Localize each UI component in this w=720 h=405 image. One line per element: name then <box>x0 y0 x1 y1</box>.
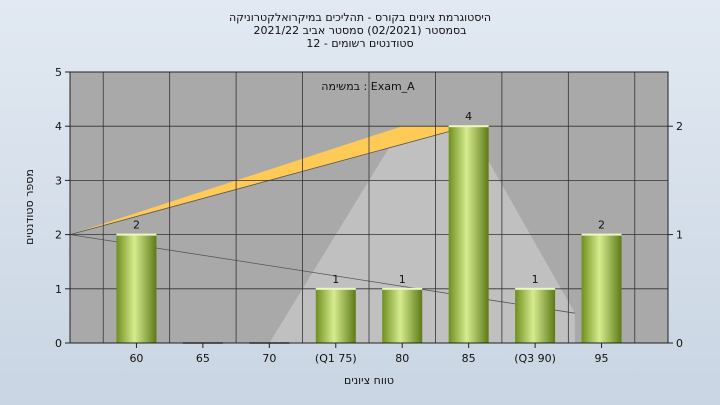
bar-top-95 <box>581 233 622 236</box>
y2-tick-label: 2 <box>676 120 683 133</box>
plot-frame <box>69 71 669 344</box>
data-label-95: 2 <box>598 219 605 232</box>
x-tick-label: 80 <box>395 352 409 365</box>
bar-95 <box>581 234 622 343</box>
x-tick-label: (Q3 90) <box>514 352 556 365</box>
y2-tick-label: 1 <box>676 229 683 242</box>
bar-top-(Q3 90) <box>515 287 556 290</box>
x-tick-label: 95 <box>595 352 609 365</box>
y2-tick-label: 0 <box>676 337 683 350</box>
y-tick-label: 1 <box>55 283 62 296</box>
data-label-80: 1 <box>399 273 406 286</box>
bar-60 <box>116 234 157 343</box>
bar-top-85 <box>448 125 489 128</box>
bar-top-60 <box>116 233 157 236</box>
y-tick-label: 5 <box>55 66 62 79</box>
data-label-(Q1 75): 1 <box>332 273 339 286</box>
task-annotation: במשימה : Exam_A <box>321 80 415 93</box>
chart-title-line-3: סטודנטים רשומים - 12 <box>306 37 413 50</box>
data-label-(Q3 90): 1 <box>532 273 539 286</box>
x-axis-label: טווח ציונים <box>344 374 394 387</box>
y-axis-label: מספר סטודנטים <box>23 169 36 245</box>
data-label-60: 2 <box>133 219 140 232</box>
y-tick-label: 0 <box>55 337 62 350</box>
bar-(Q1 75) <box>315 288 356 343</box>
chart-title-line-1: היסטוגרמת ציונים בקורס - תהליכים במיקרוא… <box>229 11 491 24</box>
bar-80 <box>382 288 423 343</box>
x-tick-label: (Q1 75) <box>315 352 357 365</box>
x-tick-label: 60 <box>129 352 143 365</box>
bar-top-80 <box>382 287 423 290</box>
y-tick-label: 2 <box>55 229 62 242</box>
data-label-85: 4 <box>465 110 472 123</box>
x-tick-label: 85 <box>462 352 476 365</box>
bar-85 <box>448 126 489 343</box>
y-tick-label: 4 <box>55 120 62 133</box>
x-tick-label: 65 <box>196 352 210 365</box>
chart-title-line-2: בסמסטר (02/2021) סמסטר אביב 2021/22 <box>253 24 466 37</box>
x-tick-label: 70 <box>262 352 276 365</box>
bar-(Q3 90) <box>515 288 556 343</box>
bar-top-(Q1 75) <box>315 287 356 290</box>
y-tick-label: 3 <box>55 174 62 187</box>
